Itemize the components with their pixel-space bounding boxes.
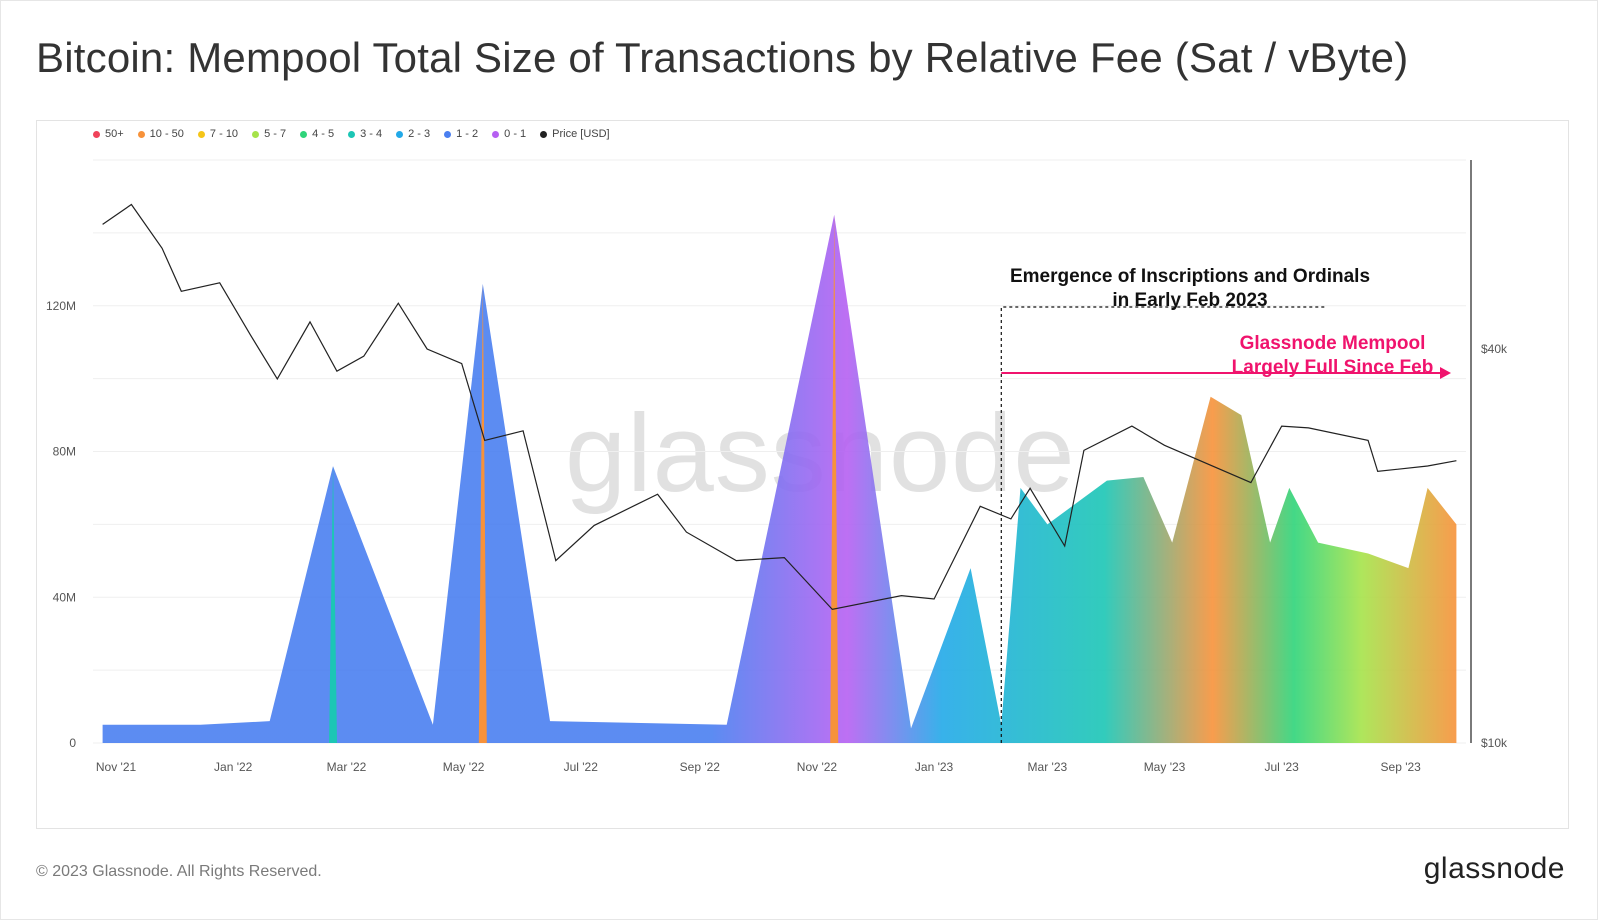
legend-item[interactable]: 5 - 7 [252, 128, 286, 140]
legend-dot-icon [492, 130, 500, 138]
legend-label: 5 - 7 [264, 128, 287, 140]
legend-item[interactable]: 3 - 4 [348, 128, 382, 140]
mempool-annotation-line2: Largely Full Since Feb [1231, 357, 1434, 378]
page-title: Bitcoin: Mempool Total Size of Transacti… [36, 34, 1409, 81]
legend-label: 4 - 5 [312, 128, 335, 140]
x-tick-label: May '23 [1144, 760, 1186, 774]
y-right-tick-label: $10k [1481, 736, 1508, 750]
legend-item[interactable]: 7 - 10 [197, 128, 239, 140]
x-tick-label: Nov '22 [797, 760, 838, 774]
mempool-annotation: Glassnode Mempool Largely Full Since Feb [1215, 332, 1450, 380]
mempool-area [102, 214, 1457, 743]
legend-dot-icon [252, 130, 260, 138]
legend-item[interactable]: Price [USD] [540, 128, 610, 140]
mempool-spike [830, 214, 839, 743]
inscriptions-annotation-line2: in Early Feb 2023 [1112, 290, 1268, 311]
legend-label: 50+ [105, 128, 124, 140]
legend-label: 1 - 2 [456, 128, 479, 140]
legend-item[interactable]: 10 - 50 [137, 128, 184, 140]
x-tick-label: Jan '22 [214, 760, 253, 774]
mempool-arrow-icon [1440, 367, 1451, 379]
glassnode-logo: glassnode [1423, 852, 1565, 885]
legend-label: 2 - 3 [408, 128, 431, 140]
y-tick-label: 120M [46, 299, 76, 313]
legend-item[interactable]: 1 - 2 [444, 128, 478, 140]
legend-dot-icon [300, 130, 308, 138]
x-tick-label: May '22 [443, 760, 485, 774]
legend-dot-icon [444, 130, 452, 138]
y-tick-label: 0 [69, 736, 76, 750]
y-tick-label: 80M [53, 445, 76, 459]
legend-item[interactable]: 50+ [93, 128, 124, 140]
legend-label: 10 - 50 [149, 128, 184, 140]
y-tick-label: 40M [53, 590, 76, 604]
x-tick-label: Mar '22 [327, 760, 367, 774]
inscriptions-annotation: Emergence of Inscriptions and Ordinals i… [980, 265, 1400, 313]
mempool-annotation-line1: Glassnode Mempool [1239, 333, 1426, 354]
legend-dot-icon [540, 130, 548, 138]
legend-item[interactable]: 0 - 1 [492, 128, 526, 140]
legend-dot-icon [197, 130, 205, 138]
legend-label: 0 - 1 [504, 128, 527, 140]
inscriptions-annotation-line1: Emergence of Inscriptions and Ordinals [1009, 266, 1371, 287]
legend-item[interactable]: 4 - 5 [300, 128, 334, 140]
x-tick-label: Jan '23 [915, 760, 954, 774]
legend-label: 3 - 4 [360, 128, 383, 140]
x-tick-label: Jul '22 [564, 760, 599, 774]
x-tick-label: Sep '23 [1381, 760, 1422, 774]
mempool-spike [478, 283, 487, 743]
y-right-tick-label: $40k [1481, 342, 1508, 356]
legend-item[interactable]: 2 - 3 [396, 128, 430, 140]
chart-legend: 50+ 10 - 50 7 - 10 5 - 7 4 - 5 3 - 4 2 - 3 1 - … [93, 128, 610, 140]
mempool-spike [329, 466, 338, 743]
x-tick-label: Mar '23 [1028, 760, 1068, 774]
x-tick-label: Sep '22 [680, 760, 721, 774]
x-tick-label: Nov '21 [96, 760, 137, 774]
legend-label: 7 - 10 [209, 128, 239, 140]
price-line [102, 203, 1457, 611]
footer-copyright: © 2023 Glassnode. All Rights Reserved. [36, 863, 322, 880]
legend-dot-icon [396, 130, 404, 138]
legend-dot-icon [93, 130, 100, 138]
legend-dot-icon [348, 130, 356, 138]
inscriptions-bracket [1000, 306, 1327, 743]
legend-label: Price [USD] [552, 128, 610, 140]
legend-dot-icon [137, 130, 145, 138]
x-tick-label: Jul '23 [1264, 760, 1299, 774]
